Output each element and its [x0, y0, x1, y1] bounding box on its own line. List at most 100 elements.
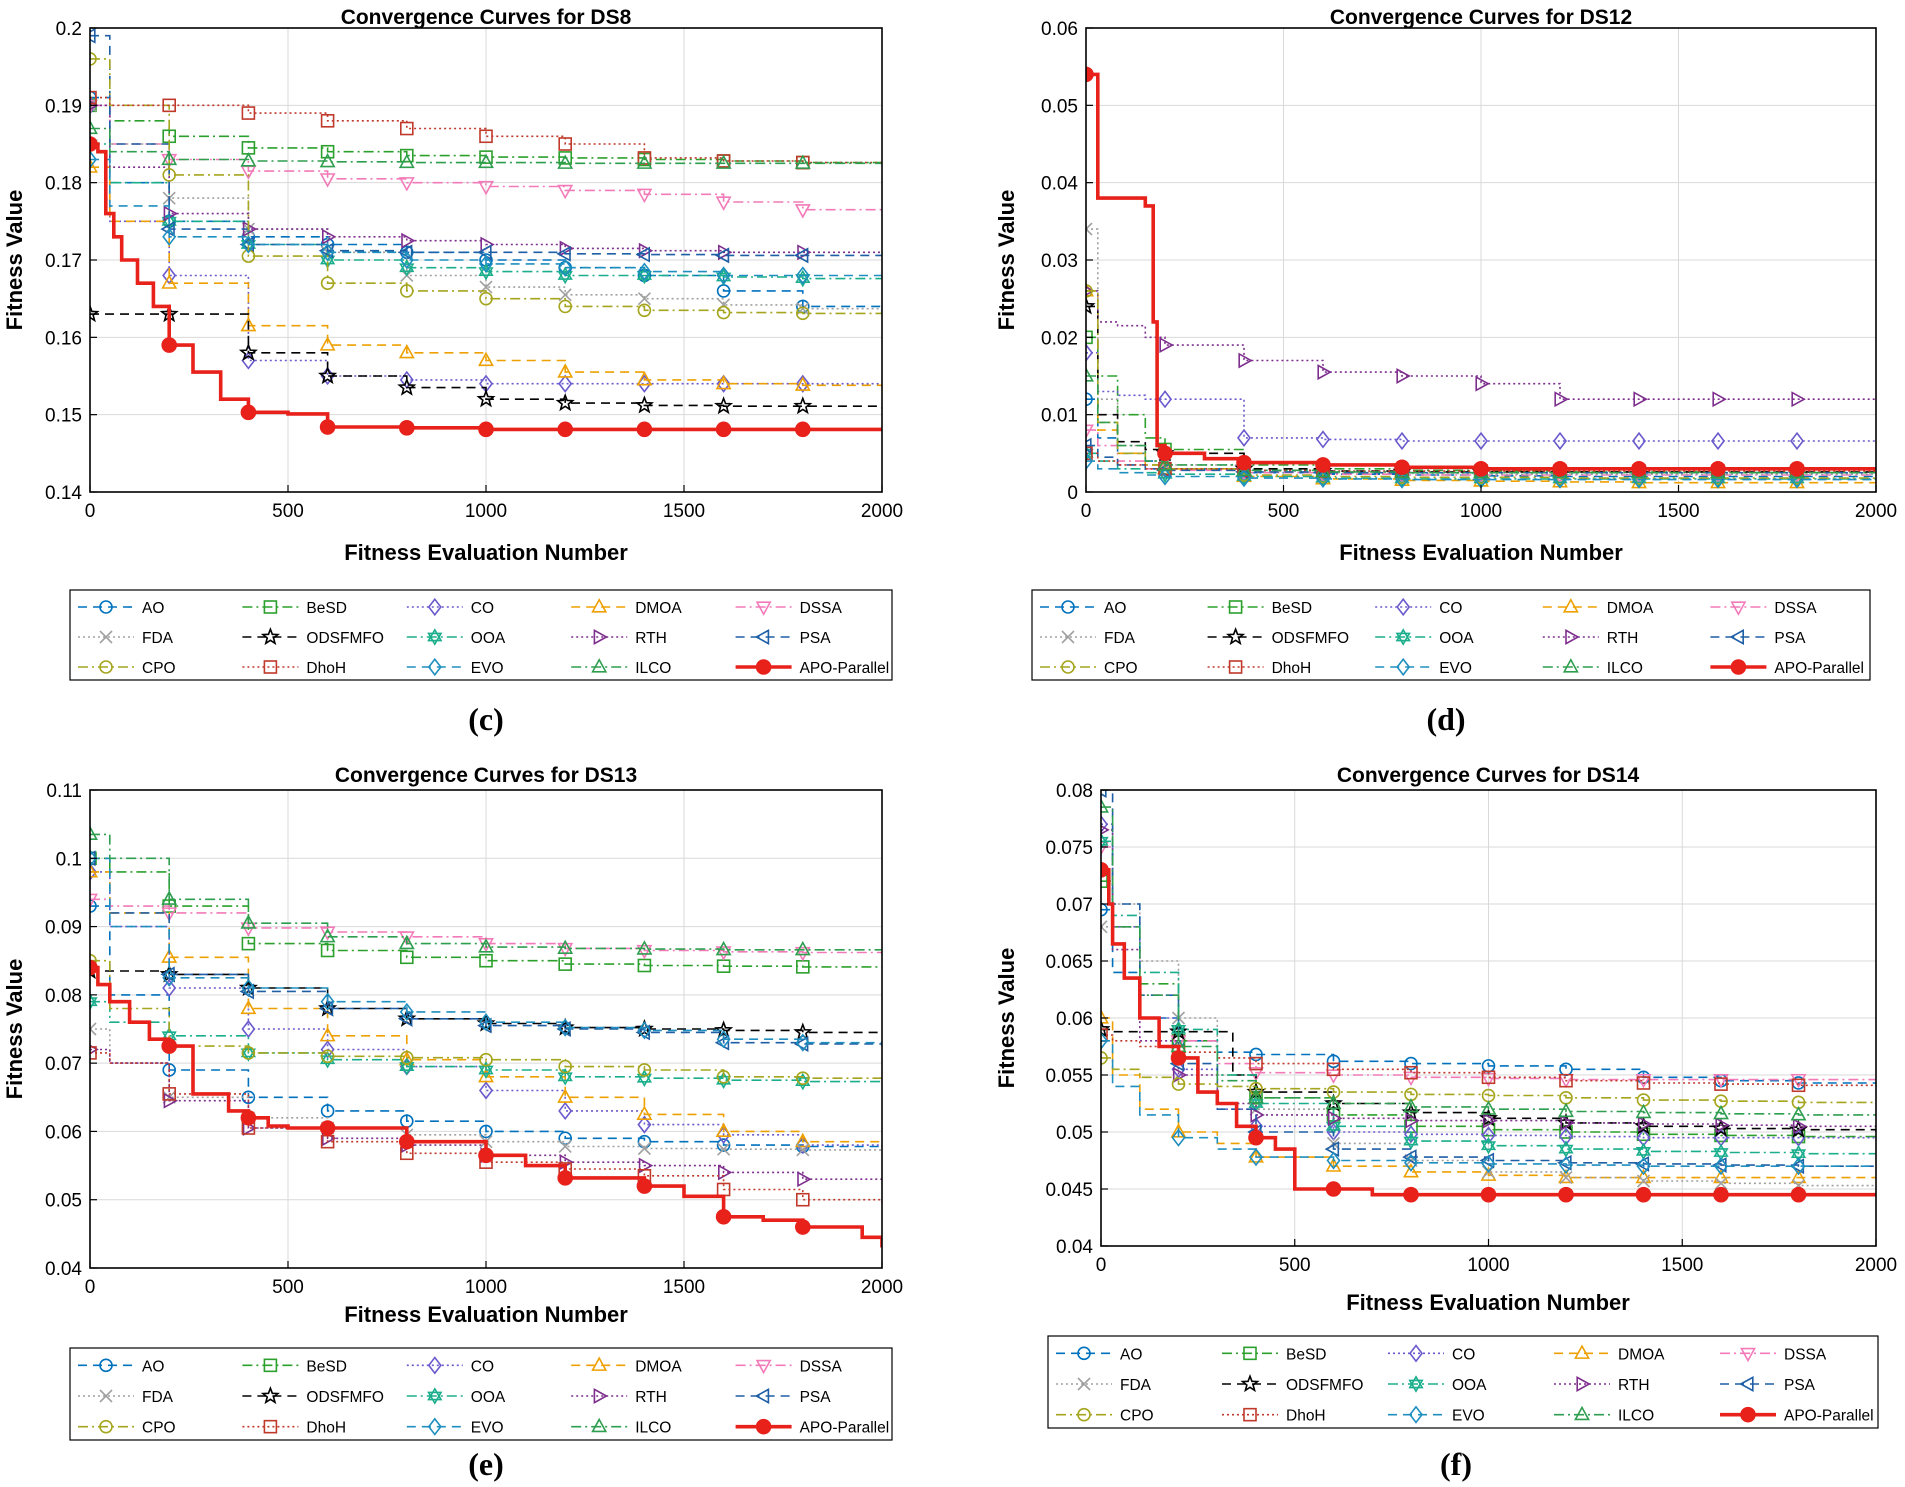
data-point	[1101, 798, 1109, 813]
data-point	[1086, 437, 1092, 454]
data-point	[1327, 1110, 1343, 1127]
data-point	[796, 1143, 810, 1157]
data-point	[558, 957, 573, 971]
legend-item-ooa: OOA	[1375, 628, 1474, 647]
data-point	[636, 154, 653, 169]
data-point	[558, 1139, 572, 1154]
data-point	[90, 825, 98, 840]
series-co	[90, 862, 882, 1155]
data-point	[716, 266, 731, 285]
series-line	[90, 166, 882, 388]
data-point	[1635, 1186, 1652, 1203]
data-point	[1325, 1181, 1342, 1197]
legend-label: APO-Parallel	[1774, 660, 1864, 677]
y-tick-label: 0.08	[1056, 781, 1093, 802]
panel-caption-letter: e	[479, 1446, 493, 1482]
legend-marker	[263, 1358, 278, 1373]
data-point	[1171, 1077, 1186, 1091]
y-tick-label: 0.06	[45, 1122, 82, 1143]
data-point	[1101, 1028, 1108, 1042]
series-line	[1101, 823, 1876, 1139]
series-dhoh	[1101, 1028, 1876, 1093]
data-point	[1714, 1077, 1728, 1091]
series-line	[1101, 829, 1876, 1128]
data-point	[1558, 1168, 1574, 1184]
legend-marker	[591, 1417, 608, 1433]
data-point	[90, 28, 96, 44]
legend-item-dssa: DSSA	[1720, 1346, 1827, 1363]
data-point	[1157, 390, 1173, 409]
data-point	[240, 999, 257, 1015]
data-point	[636, 371, 653, 386]
data-point	[715, 946, 732, 961]
data-point	[795, 306, 810, 321]
legend-item-rth: RTH	[571, 629, 667, 647]
legend-box	[1031, 589, 1871, 681]
data-point	[320, 114, 335, 128]
series-line	[90, 313, 882, 409]
legend-marker	[99, 630, 113, 644]
data-point	[478, 180, 494, 196]
panel-ds14: Convergence Curves for DS14 0 500 1000 1500…	[994, 764, 1897, 1482]
data-point	[794, 1219, 811, 1235]
data-point	[794, 940, 811, 956]
data-point	[318, 1000, 334, 1017]
legend-marker	[1739, 1376, 1754, 1392]
y-axis-label: Fitness Value	[2, 959, 27, 1100]
y-tick-label: 0.065	[1045, 952, 1093, 973]
legend-label: DMOA	[1607, 600, 1654, 617]
data-point	[797, 1171, 812, 1188]
data-point	[162, 98, 176, 113]
y-tick-label: 0.04	[1041, 174, 1078, 195]
data-point	[478, 1147, 494, 1164]
data-point	[1791, 1078, 1806, 1093]
plot-frame	[89, 27, 883, 493]
data-point	[1635, 1142, 1652, 1161]
series-line	[90, 143, 882, 280]
data-point	[637, 1115, 652, 1134]
panel-caption: (e)	[468, 1446, 504, 1482]
legend-item-rth: RTH	[571, 1388, 667, 1406]
legend-marker	[755, 1418, 772, 1435]
series-ao	[1101, 902, 1876, 1090]
data-point	[1086, 367, 1094, 382]
data-point	[1633, 391, 1648, 408]
data-point	[1636, 1174, 1651, 1188]
data-point	[162, 1087, 176, 1101]
data-point	[319, 927, 336, 943]
data-point	[715, 1208, 732, 1225]
data-point	[1790, 1073, 1807, 1089]
series-ooa	[1101, 832, 1876, 1163]
legend-label: ODSFMFO	[306, 1389, 384, 1406]
data-point	[1236, 428, 1252, 447]
data-point	[1101, 862, 1109, 878]
legend-item-fda: FDA	[78, 1389, 174, 1406]
data-point	[1086, 296, 1096, 315]
data-point	[1713, 1157, 1729, 1176]
data-point	[320, 943, 335, 958]
legend-item-dssa: DSSA	[1710, 600, 1817, 617]
legend-label: DSSA	[800, 600, 843, 617]
data-point	[240, 152, 257, 167]
legend-label: DSSA	[1774, 600, 1817, 617]
data-point	[557, 939, 574, 955]
data-point	[716, 1070, 731, 1084]
data-point	[319, 152, 336, 168]
series-psa	[90, 28, 882, 264]
legend-item-psa: PSA	[735, 629, 831, 647]
legend-marker	[99, 1358, 113, 1373]
data-point	[161, 890, 178, 905]
y-tick-label: 0.03	[1041, 251, 1078, 272]
data-point	[1558, 1140, 1574, 1158]
data-point	[399, 284, 414, 298]
data-point	[397, 1010, 413, 1027]
legend-item-psa: PSA	[735, 1388, 831, 1406]
plot-frame	[89, 789, 883, 1269]
data-point	[1171, 1128, 1186, 1147]
y-tick-label: 0	[1067, 483, 1078, 504]
legend-label: CO	[1452, 1346, 1475, 1363]
data-point	[1101, 1009, 1109, 1024]
series-line	[90, 871, 882, 1146]
series-line	[1086, 72, 1876, 471]
series-apo-parallel	[90, 959, 882, 1248]
